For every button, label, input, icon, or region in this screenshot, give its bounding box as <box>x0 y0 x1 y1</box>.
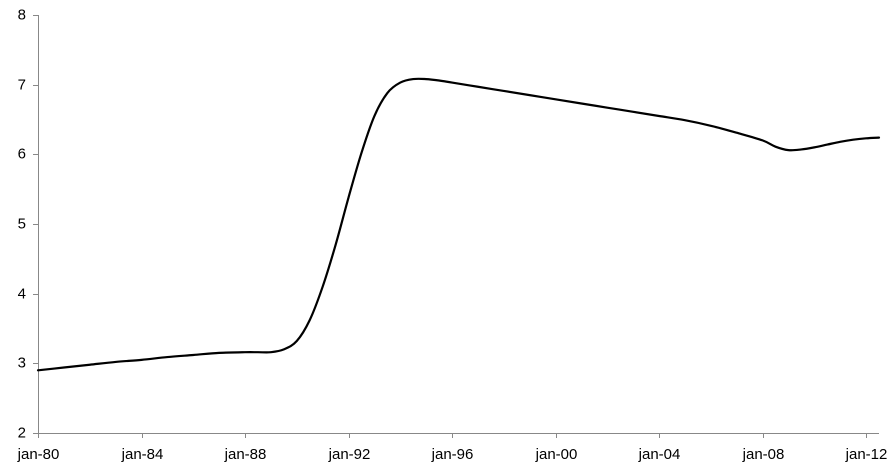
y-tick-label: 2 <box>18 424 26 441</box>
x-tick-label: jan-96 <box>431 446 474 463</box>
x-tick-label: jan-84 <box>121 446 164 463</box>
x-tick-label: jan-00 <box>535 446 578 463</box>
series-group <box>36 77 881 372</box>
x-ticks-group: jan-80 jan-84 jan-88 jan-92 jan-96 jan-00 jan-… <box>17 433 888 463</box>
y-ticks-group: 2 3 4 5 6 7 8 <box>18 6 38 441</box>
y-tick-label: 3 <box>18 354 26 371</box>
series-line <box>36 77 881 372</box>
y-tick-label: 7 <box>18 76 26 93</box>
y-tick-label: 5 <box>18 215 26 232</box>
x-tick-label: jan-08 <box>742 446 785 463</box>
x-tick-label: jan-12 <box>845 446 888 463</box>
x-tick-label: jan-92 <box>328 446 371 463</box>
x-tick-label: jan-04 <box>638 446 681 463</box>
y-tick-label: 4 <box>18 285 26 302</box>
x-tick-label: jan-80 <box>17 446 60 463</box>
axes-group <box>38 15 879 434</box>
x-tick-label: jan-88 <box>224 446 267 463</box>
y-tick-label: 8 <box>18 6 26 23</box>
y-tick-label: 6 <box>18 145 26 162</box>
